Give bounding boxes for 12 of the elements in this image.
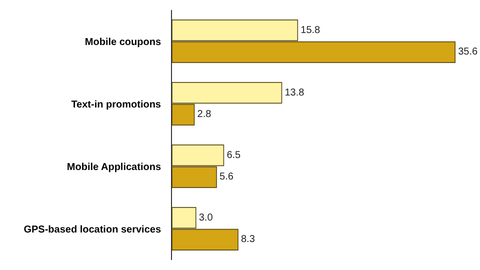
y-tick-label: Mobile coupons <box>84 36 162 48</box>
data-label: 5.6 <box>220 172 234 183</box>
y-tick-label: Text-in promotions <box>71 99 162 110</box>
data-label: 15.8 <box>300 24 321 36</box>
data-label: 35.6 <box>458 46 478 58</box>
data-label: 13.8 <box>284 87 305 98</box>
y-tick-label: Mobile Applications <box>66 162 162 173</box>
y-tick-label: GPS-based location services <box>24 224 162 236</box>
data-label: 8.3 <box>241 234 256 246</box>
data-label: 6.5 <box>226 150 242 161</box>
data-label: 2.8 <box>197 109 212 120</box>
data-label: 3.0 <box>198 212 214 224</box>
